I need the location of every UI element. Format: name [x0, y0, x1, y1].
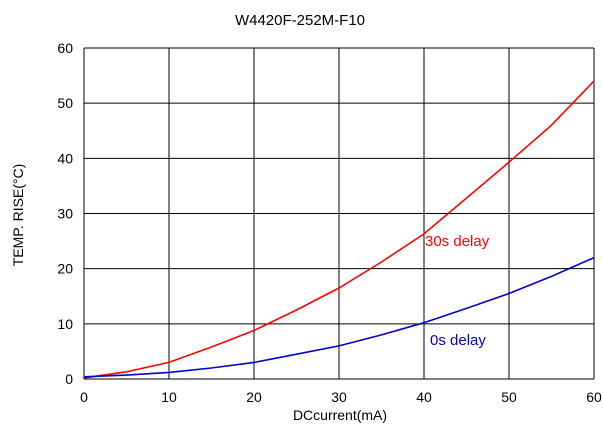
x-tick-label: 0 [80, 389, 88, 405]
grid [83, 47, 595, 380]
y-tick-label: 10 [57, 316, 73, 332]
y-tick-label: 50 [57, 95, 73, 111]
x-tick-label: 10 [161, 389, 177, 405]
x-tick-label: 30 [331, 389, 347, 405]
series-line-0 [83, 80, 595, 379]
tick-labels: 0 10 20 30 40 50 60 0 10 20 30 40 50 60 [57, 40, 602, 405]
x-tick-label: 50 [501, 389, 517, 405]
y-tick-label: 0 [65, 371, 73, 387]
series-labels: 30s delay 0s delay [425, 233, 490, 349]
y-tick-label: 60 [57, 40, 73, 56]
x-tick-label: 20 [246, 389, 262, 405]
y-tick-label: 40 [57, 150, 73, 166]
y-tick-label: 30 [57, 206, 73, 222]
x-axis-label: DCcurrent(mA) [293, 407, 387, 423]
x-tick-label: 40 [416, 389, 432, 405]
series-label-1: 0s delay [430, 332, 486, 349]
y-axis-label: TEMP. RISE(°C) [10, 164, 26, 267]
series-line-1 [83, 256, 595, 378]
series-lines [83, 80, 595, 379]
x-tick-label: 60 [586, 389, 602, 405]
series-label-0: 30s delay [425, 233, 490, 250]
y-tick-label: 20 [57, 261, 73, 277]
chart-title: W4420F-252M-F10 [235, 12, 365, 29]
